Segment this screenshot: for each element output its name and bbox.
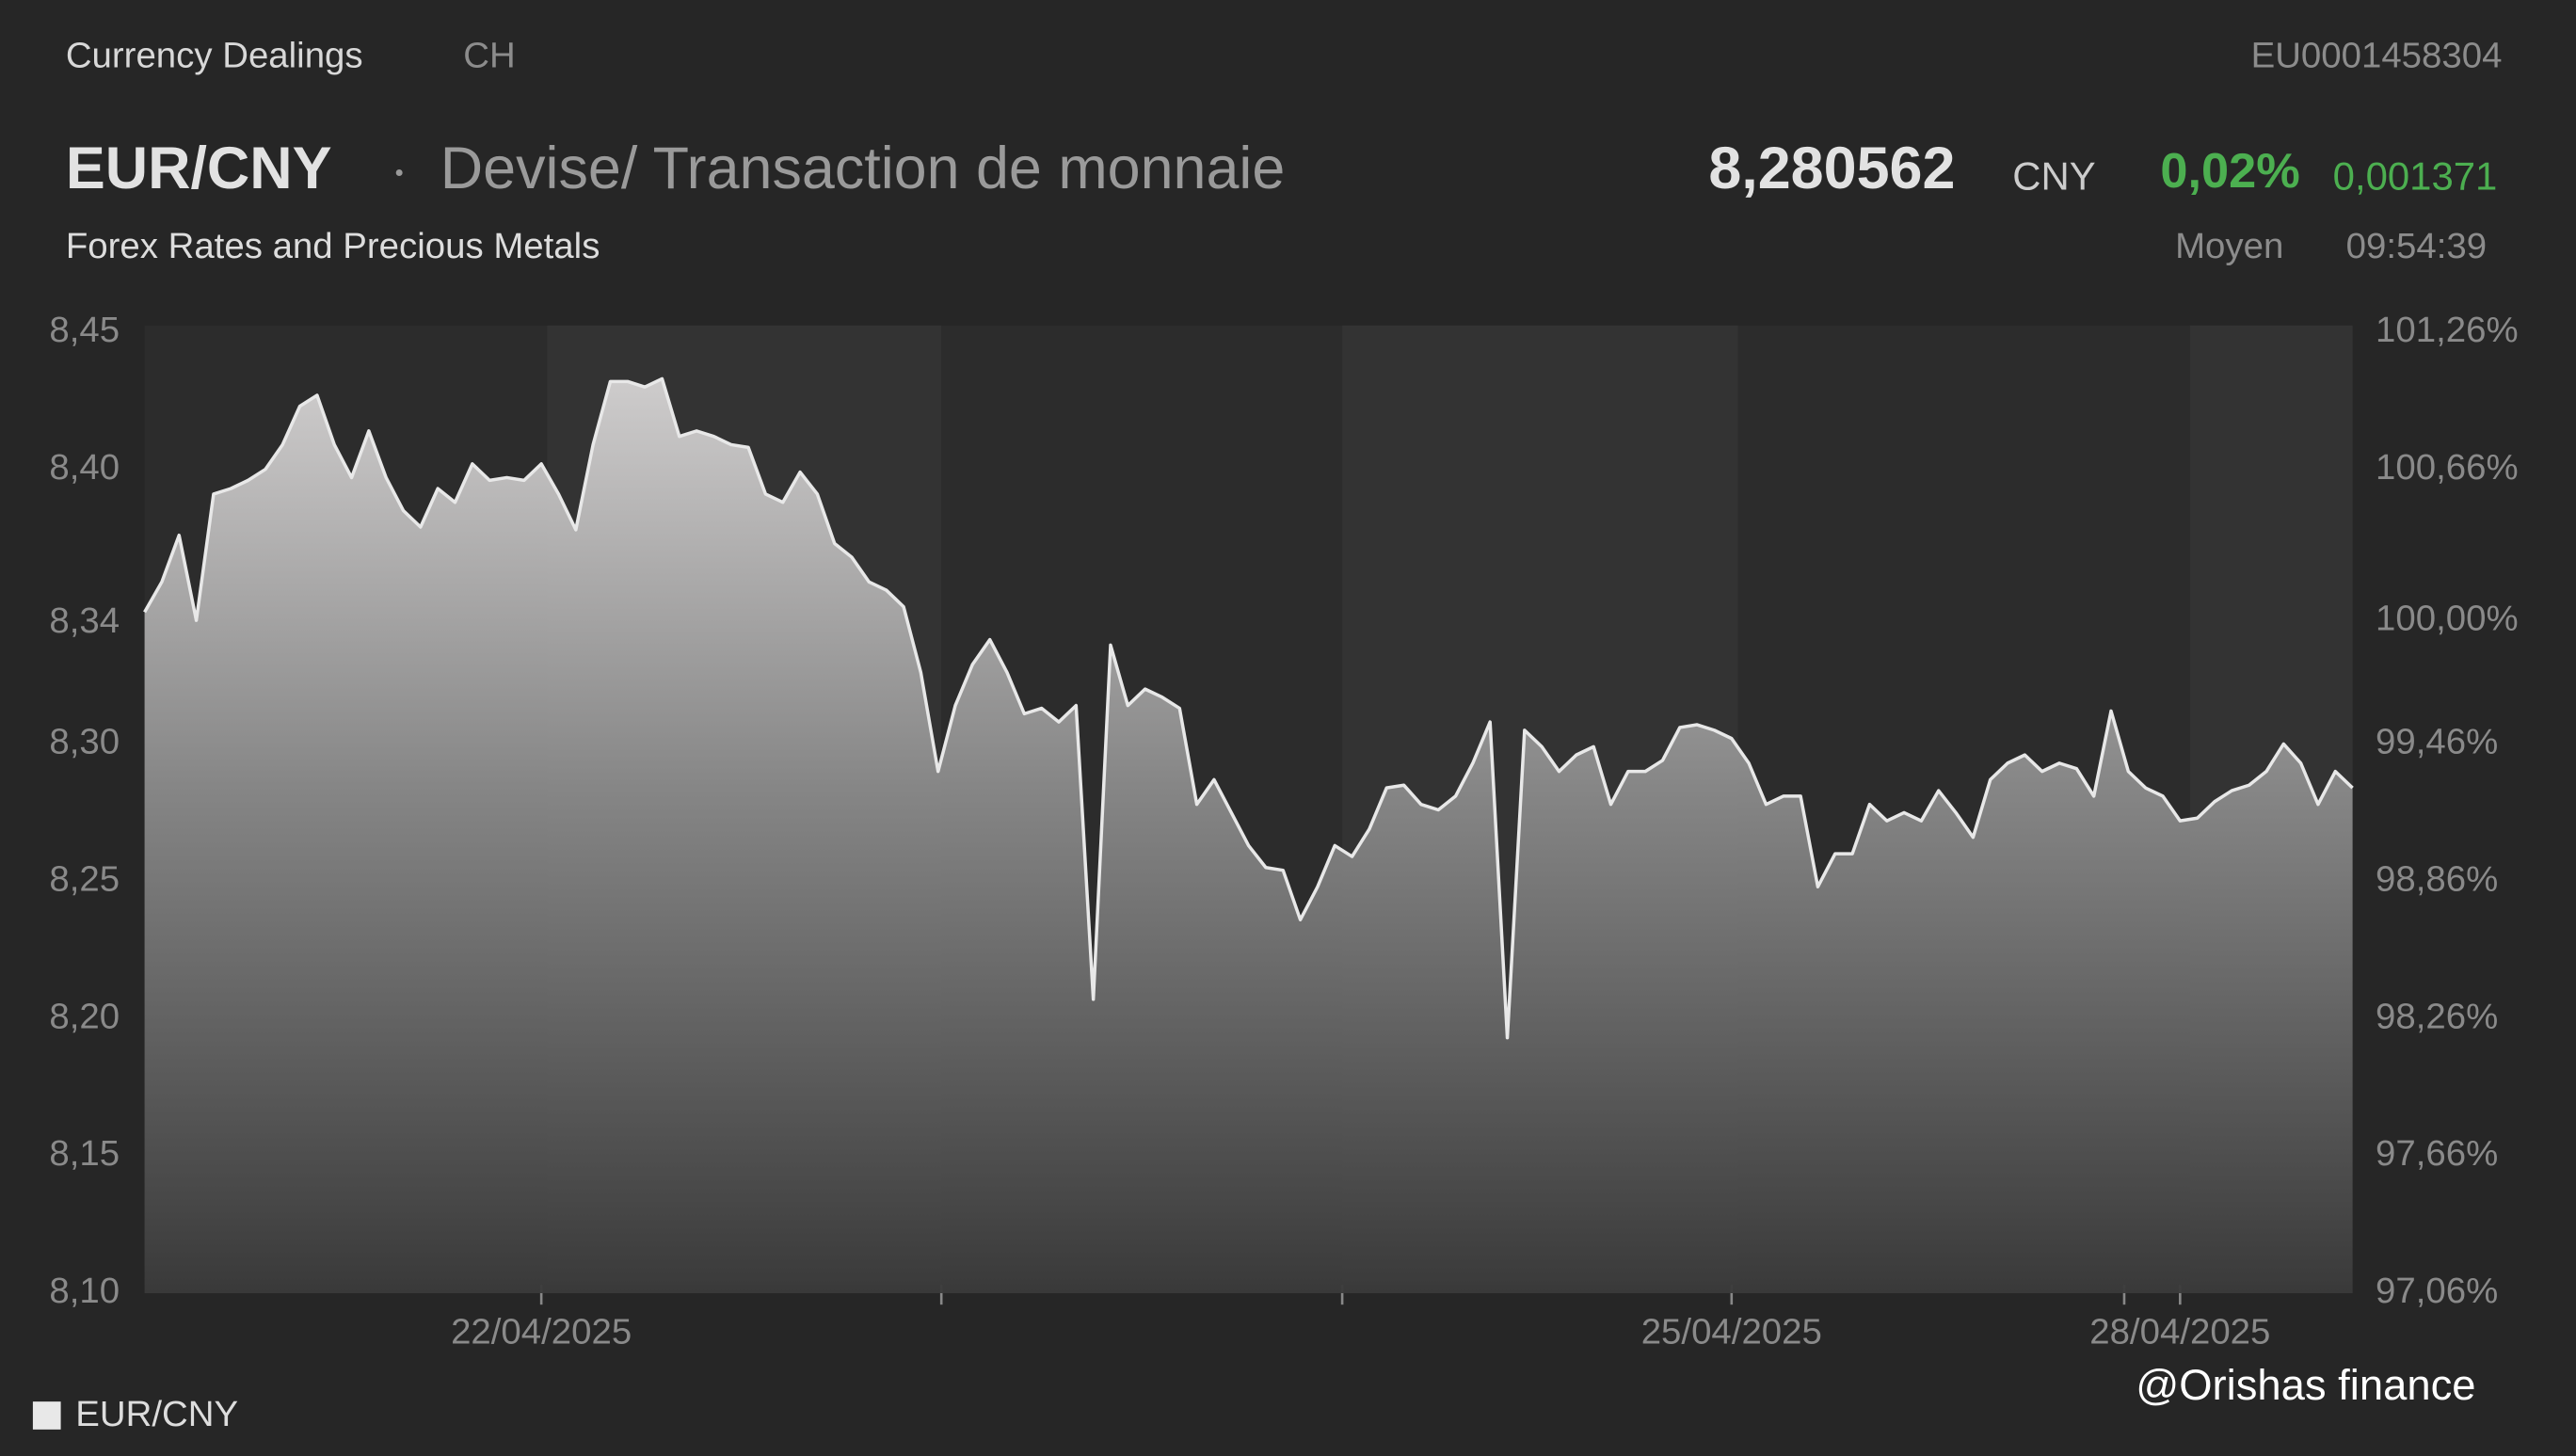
watermark: @Orishas finance [2136, 1361, 2475, 1409]
description: Devise/ Transaction de monnaie [440, 136, 1286, 201]
change-pct: 0,02% [2160, 144, 2299, 199]
symbol: EUR/CNY [66, 136, 332, 201]
price-line [143, 376, 2354, 1040]
isin: EU0001458304 [2251, 35, 2503, 75]
x-tick-label: 28/04/2025 [2089, 1312, 2270, 1352]
legend-swatch [32, 1401, 61, 1430]
y-tick-label: 8,45 [49, 310, 120, 350]
y2-tick-label: 101,26% [2376, 310, 2519, 350]
y2-tick-label: 98,26% [2376, 996, 2498, 1036]
y-tick-label: 8,25 [49, 858, 120, 899]
y-tick-label: 8,34 [49, 600, 120, 641]
country: CH [463, 35, 515, 75]
y2-tick-label: 100,66% [2376, 447, 2519, 488]
legend-label: EUR/CNY [75, 1394, 238, 1434]
y-tick-label: 8,20 [49, 996, 120, 1036]
y2-tick-label: 97,66% [2376, 1133, 2498, 1174]
y-tick-label: 8,40 [49, 447, 120, 488]
separator [395, 169, 403, 176]
y2-tick-label: 99,46% [2376, 722, 2498, 762]
price-type: Moyen [2175, 226, 2283, 266]
y-tick-label: 8,30 [49, 722, 120, 762]
section: Currency Dealings [66, 35, 363, 75]
y-tick-label: 8,10 [49, 1271, 120, 1311]
time: 09:54:39 [2346, 226, 2487, 266]
y2-tick-label: 100,00% [2376, 598, 2519, 638]
y2-tick-label: 98,86% [2376, 858, 2498, 899]
y-tick-label: 8,15 [49, 1133, 120, 1174]
y2-tick-label: 97,06% [2376, 1271, 2498, 1311]
category: Forex Rates and Precious Metals [66, 226, 600, 266]
x-tick-label: 25/04/2025 [1641, 1312, 1822, 1352]
currency: CNY [2012, 154, 2095, 199]
change-abs: 0,001371 [2333, 154, 2498, 199]
x-tick-label: 22/04/2025 [451, 1312, 632, 1352]
price: 8,280562 [1708, 136, 1955, 201]
area-fill [144, 378, 2353, 1293]
